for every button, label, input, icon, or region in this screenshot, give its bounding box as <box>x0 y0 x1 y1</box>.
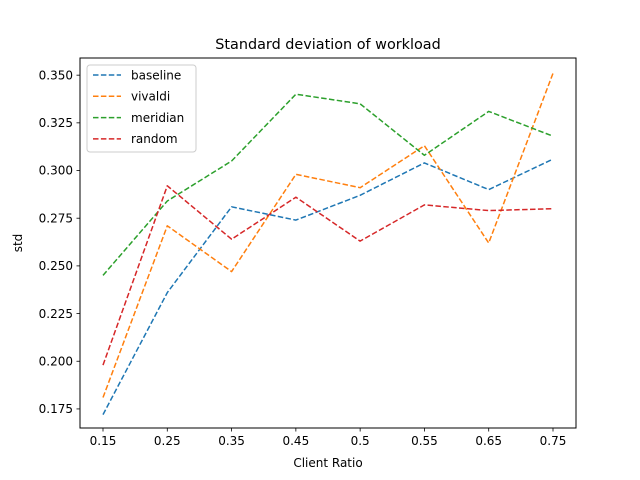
chart-title: Standard deviation of workload <box>215 37 441 53</box>
series-layer <box>102 73 554 415</box>
x-axis: 0.15 0.25 0.35 0.45 0.5 0.55 0.65 0.75 <box>90 428 567 448</box>
y-axis-label: std <box>11 234 25 253</box>
series-line-meridian <box>102 93 554 276</box>
series-line-baseline <box>102 158 554 415</box>
plot-frame <box>79 57 577 429</box>
y-tick-label: 0.300 <box>39 164 73 178</box>
x-tick-label: 0.25 <box>154 434 181 448</box>
y-tick-label: 0.275 <box>39 211 73 225</box>
y-tick-label: 0.250 <box>39 259 73 273</box>
legend-label-baseline: baseline <box>131 68 181 82</box>
x-tick-label: 0.75 <box>540 434 567 448</box>
y-tick-label: 0.350 <box>39 68 73 82</box>
y-tick-label: 0.200 <box>39 354 73 368</box>
x-axis-label: Client Ratio <box>293 456 362 470</box>
series-line-random <box>102 185 554 366</box>
y-tick-label: 0.175 <box>39 402 73 416</box>
series-line-vivaldi <box>102 73 554 398</box>
x-tick-label: 0.5 <box>351 434 370 448</box>
x-tick-label: 0.55 <box>411 434 438 448</box>
legend-label-vivaldi: vivaldi <box>131 90 170 104</box>
x-tick-label: 0.15 <box>90 434 117 448</box>
x-tick-label: 0.65 <box>475 434 502 448</box>
y-tick-label: 0.325 <box>39 116 73 130</box>
y-axis: 0.175 0.200 0.225 0.250 0.275 0.300 0.325 0.350 <box>39 68 80 416</box>
legend-box <box>86 64 197 153</box>
x-tick-label: 0.45 <box>282 434 309 448</box>
legend: baseline vivaldi meridian random <box>86 64 197 153</box>
y-tick-label: 0.225 <box>39 307 73 321</box>
legend-label-random: random <box>131 132 178 146</box>
legend-label-meridian: meridian <box>131 111 184 125</box>
x-tick-label: 0.35 <box>218 434 245 448</box>
